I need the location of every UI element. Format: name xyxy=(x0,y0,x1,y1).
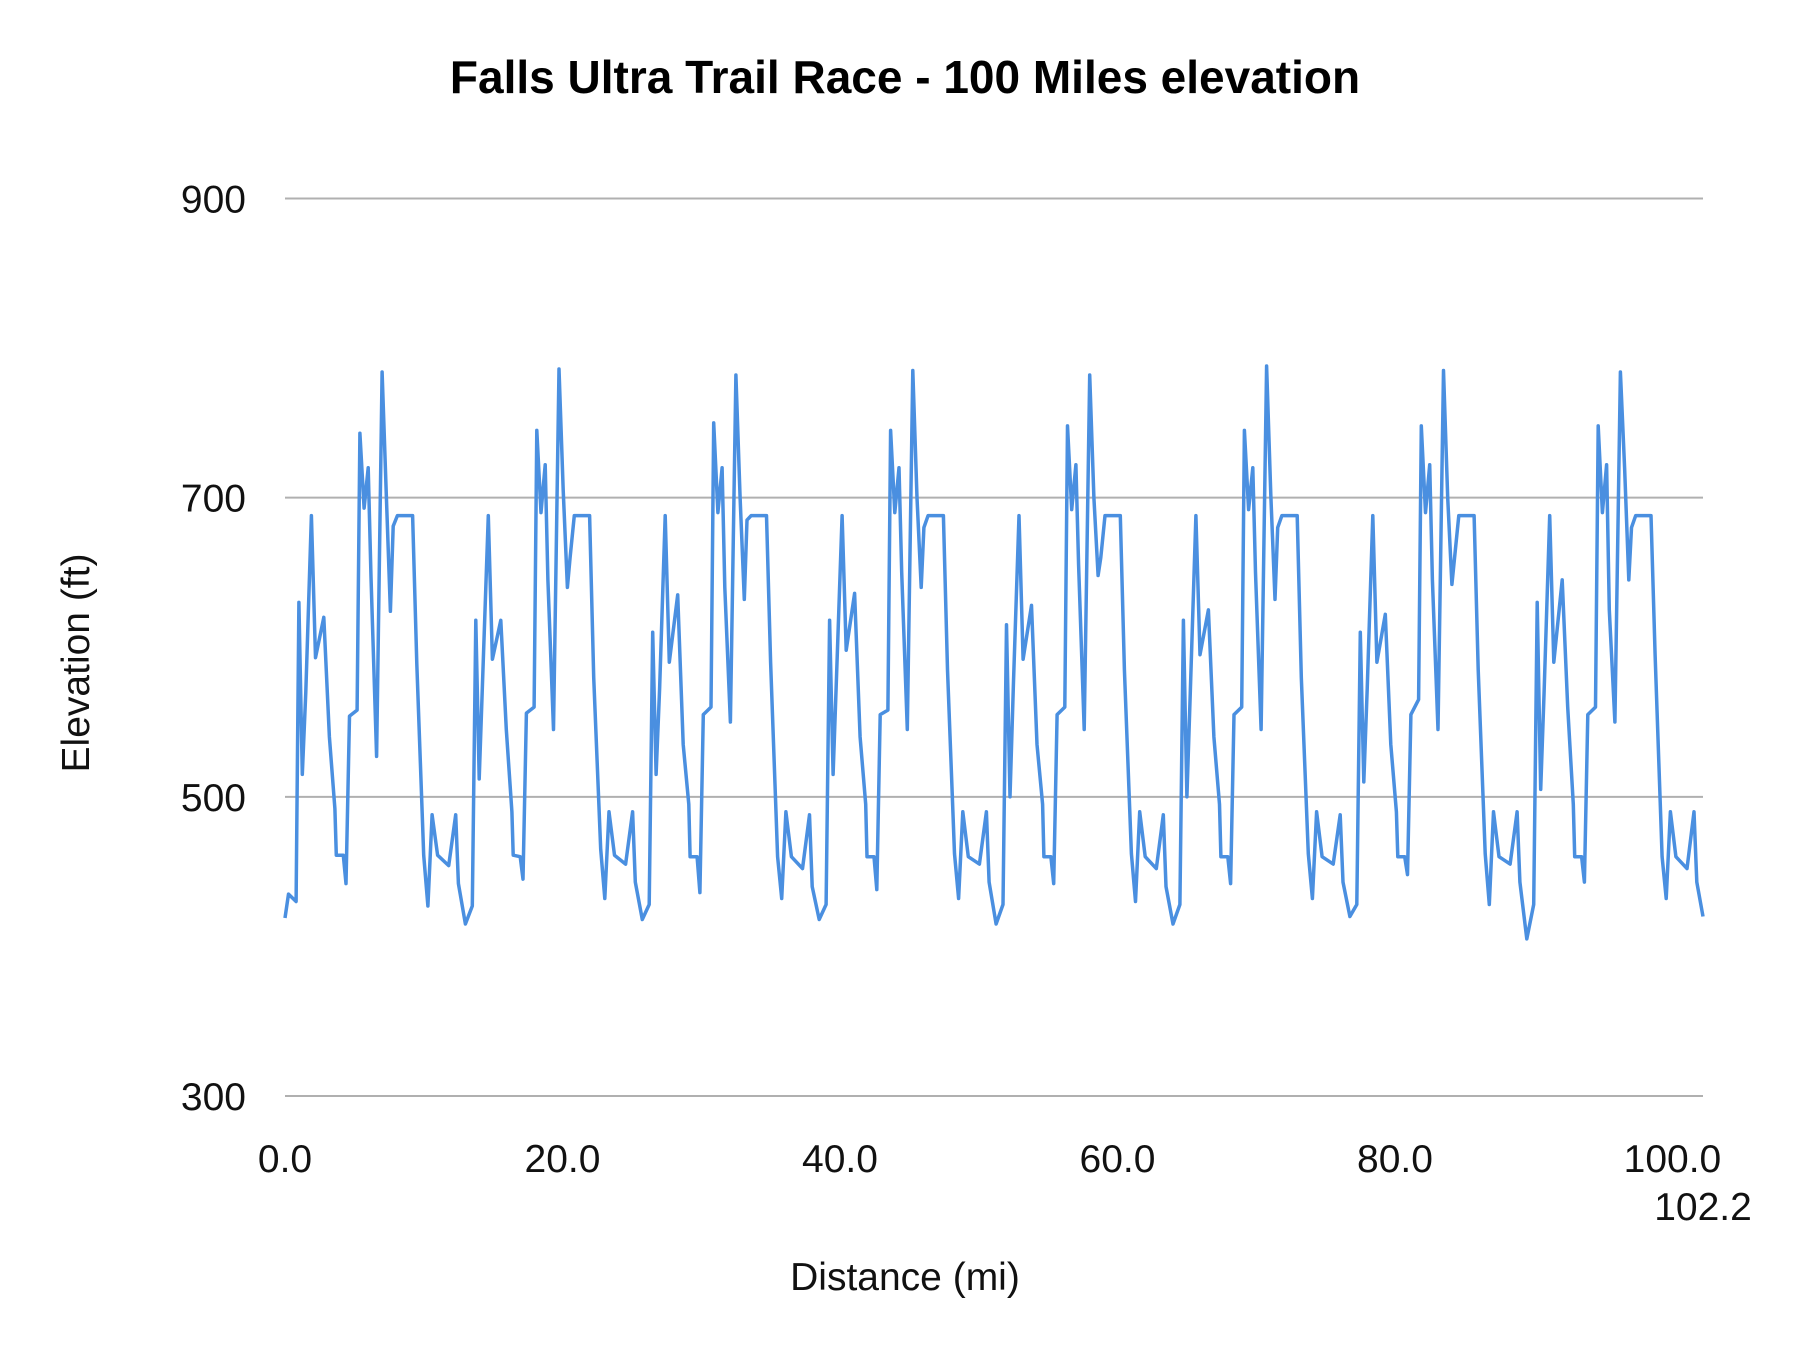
gridlines xyxy=(285,197,1703,1097)
x-axis-title: Distance (mi) xyxy=(790,1256,1020,1299)
y-tick-label: 500 xyxy=(181,777,246,820)
x-tick-label: 60.0 xyxy=(1080,1138,1156,1181)
chart-title: Falls Ultra Trail Race - 100 Miles eleva… xyxy=(450,51,1360,103)
y-tick-label: 300 xyxy=(181,1076,246,1119)
x-tick-label: 102.2 xyxy=(1654,1186,1752,1229)
y-tick-label: 700 xyxy=(181,478,246,521)
elevation-series-line xyxy=(283,364,1705,941)
y-axis-ticks: 300 500 700 900 xyxy=(181,179,246,1120)
y-tick-label: 900 xyxy=(181,179,246,222)
x-tick-label: 20.0 xyxy=(525,1138,601,1181)
x-tick-label: 100.0 xyxy=(1624,1138,1722,1181)
x-tick-label: 80.0 xyxy=(1357,1138,1433,1181)
x-tick-label: 40.0 xyxy=(802,1138,878,1181)
x-axis-ticks: 0.0 20.0 40.0 60.0 80.0 100.0 102.2 xyxy=(258,1138,1752,1229)
x-tick-label: 0.0 xyxy=(258,1138,312,1181)
y-axis-title: Elevation (ft) xyxy=(55,554,98,773)
